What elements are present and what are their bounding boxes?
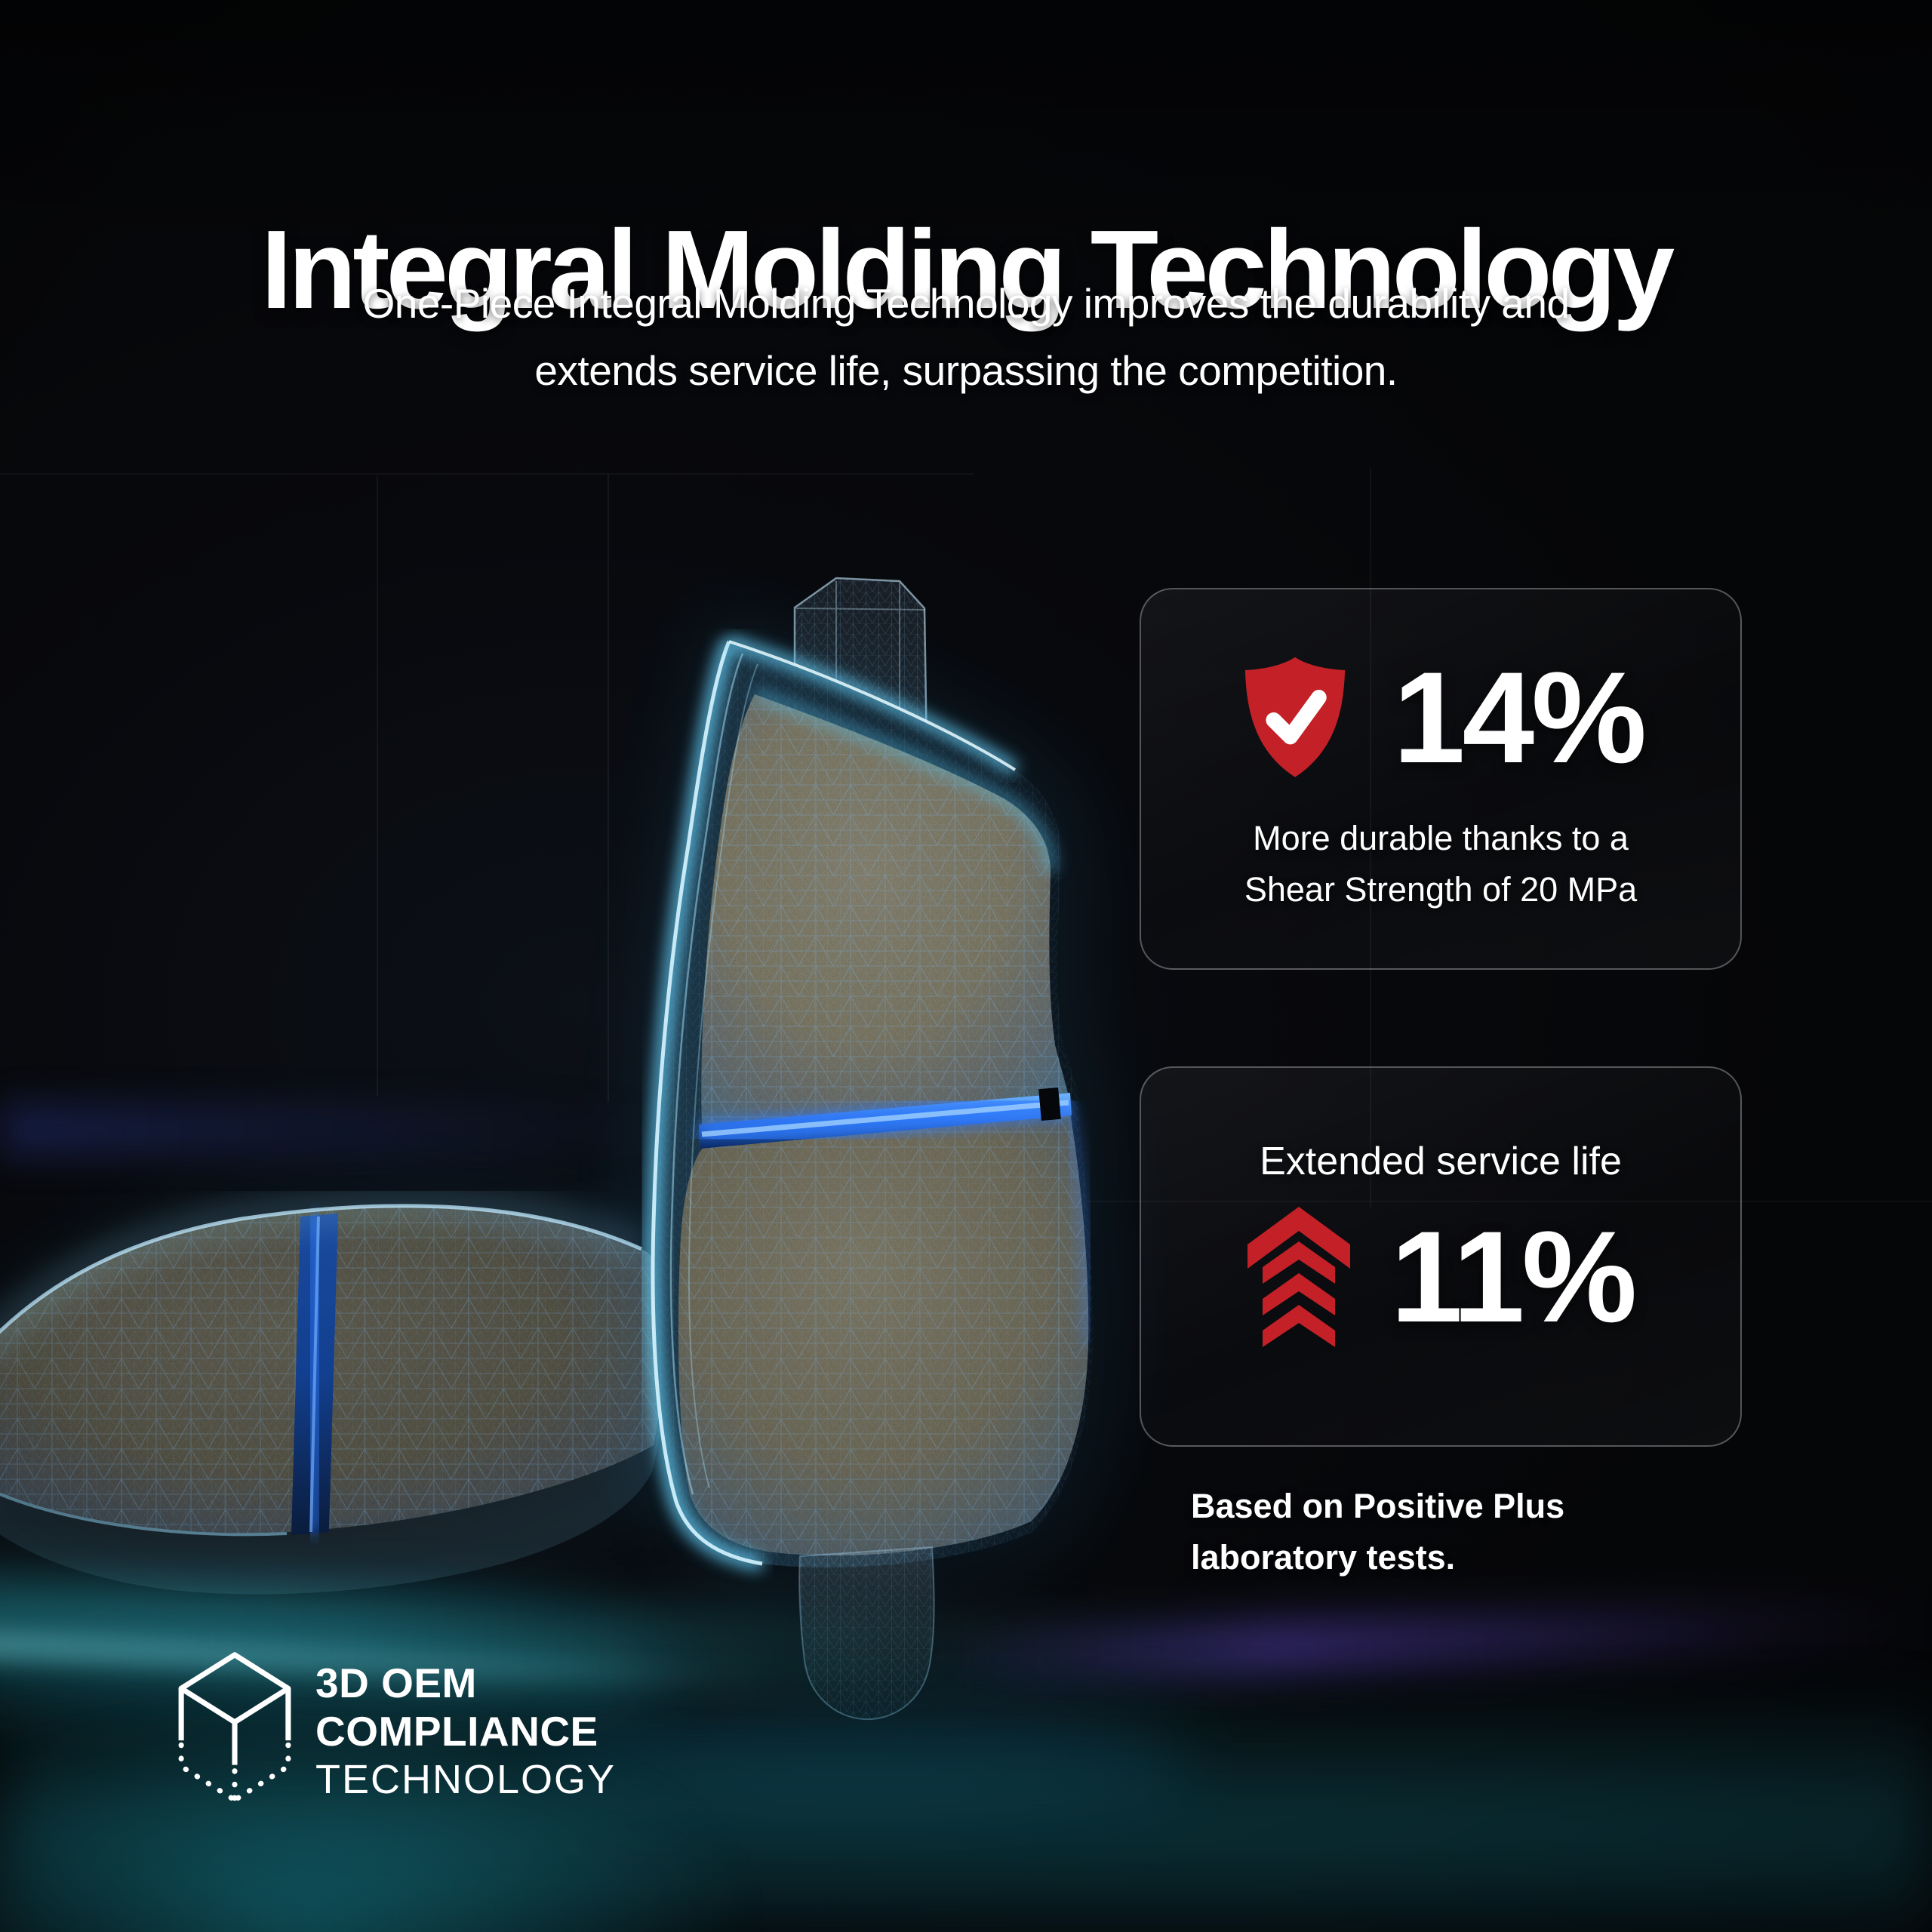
background-panel-seams bbox=[0, 468, 1371, 1208]
durability-description-line-1: More durable thanks to a bbox=[1253, 819, 1629, 857]
wireframe-cube-icon bbox=[178, 1652, 291, 1803]
page-subtitle: One-Piece Integral Molding Technology im… bbox=[0, 270, 1932, 405]
subtitle-line-1: One-Piece Integral Molding Technology im… bbox=[362, 280, 1570, 327]
footnote: Based on Positive Plus laboratory tests. bbox=[1191, 1481, 1564, 1583]
pad-bottom-tab bbox=[798, 1546, 935, 1721]
logo-line-2: COMPLIANCE bbox=[315, 1708, 598, 1755]
durability-stat-row: 14% bbox=[1238, 645, 1647, 790]
brake-pad-wireframe-3d-secondary bbox=[0, 1192, 677, 1734]
service-life-label: Extended service life bbox=[1260, 1140, 1622, 1183]
durability-description-line-2: Shear Strength of 20 MPa bbox=[1244, 870, 1638, 909]
stat-card-durability: 14% More durable thanks to a Shear Stren… bbox=[1140, 588, 1742, 970]
subtitle-line-2: extends service life, surpassing the com… bbox=[534, 347, 1398, 394]
stat-card-service-life: Extended service life 11% bbox=[1140, 1066, 1742, 1447]
chevrons-up-icon bbox=[1247, 1207, 1350, 1347]
brake-pad-wireframe-3d-main bbox=[543, 577, 1192, 1805]
footnote-line-2: laboratory tests. bbox=[1191, 1538, 1456, 1577]
shield-check-icon bbox=[1244, 657, 1345, 777]
logo-line-3: TECHNOLOGY bbox=[315, 1757, 617, 1802]
brand-logo: 3D OEM COMPLIANCE TECHNOLOGY bbox=[174, 1650, 616, 1811]
footnote-line-1: Based on Positive Plus bbox=[1191, 1487, 1565, 1525]
page-title: Integral Molding Technology bbox=[260, 208, 1675, 333]
durability-description: More durable thanks to a Shear Strength … bbox=[1244, 813, 1637, 915]
logo-line-1: 3D OEM bbox=[315, 1660, 477, 1706]
durability-value: 14% bbox=[1392, 645, 1647, 790]
checkmark-glyph bbox=[1266, 690, 1327, 745]
service-life-value: 11% bbox=[1390, 1204, 1638, 1349]
service-life-stat-row: 11% bbox=[1247, 1204, 1638, 1349]
pad-groove bbox=[699, 1087, 1072, 1149]
logo-text: 3D OEM COMPLIANCE TECHNOLOGY bbox=[315, 1650, 616, 1804]
